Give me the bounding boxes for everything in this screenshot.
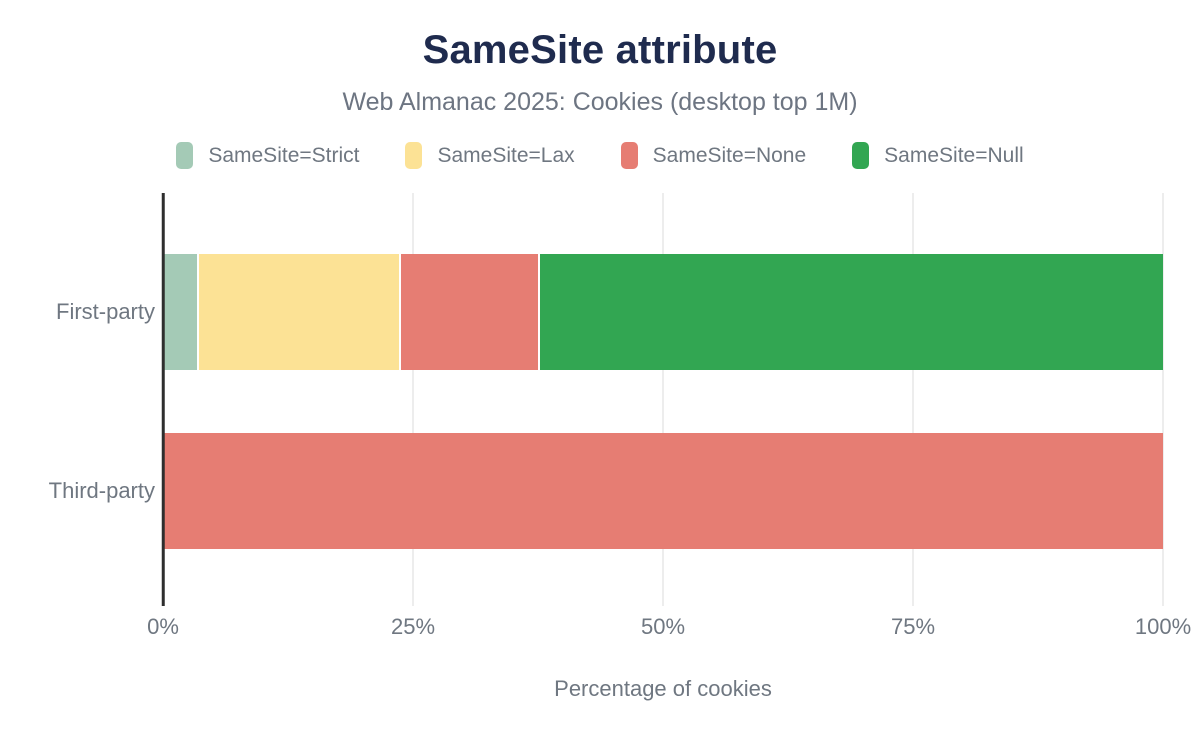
segment-first-party-samesite-null[interactable] [538, 254, 1163, 370]
x-axis-title: Percentage of cookies [554, 676, 772, 701]
x-tick-label-25: 25% [390, 614, 436, 639]
plot-area [161, 193, 1164, 606]
gridline-75 [912, 193, 914, 606]
x-tick-label-100: 100% [1134, 614, 1192, 639]
legend-item-samesite-lax[interactable]: SameSite=Lax [405, 142, 575, 169]
legend-swatch-icon [852, 142, 870, 169]
category-label-third-party: Third-party [48, 478, 155, 503]
legend-swatch-icon [405, 142, 423, 169]
x-tick-label-50: 50% [640, 614, 686, 639]
legend: SameSite=Strict SameSite=Lax SameSite=None… [0, 142, 1200, 169]
chart-title: SameSite attribute [422, 28, 778, 72]
legend-item-samesite-null[interactable]: SameSite=Null [852, 142, 1024, 169]
category-label-first-party: First-party [56, 299, 155, 324]
segment-third-party-samesite-none[interactable] [163, 433, 1163, 549]
chart-subtitle: Web Almanac 2025: Cookies (desktop top 1… [342, 88, 858, 116]
legend-item-samesite-none[interactable]: SameSite=None [620, 142, 807, 169]
legend-label: SameSite=Strict [208, 143, 360, 167]
legend-label: SameSite=Null [884, 143, 1024, 167]
legend-swatch-icon [176, 142, 194, 169]
legend-label: SameSite=Lax [437, 143, 575, 167]
legend-swatch-icon [620, 142, 638, 169]
y-axis-line [161, 193, 165, 606]
segment-first-party-samesite-strict[interactable] [163, 254, 197, 370]
gridline-25 [412, 193, 414, 606]
x-tick-label-0: 0% [147, 614, 179, 639]
bar-first-party [163, 254, 1163, 370]
legend-item-samesite-strict[interactable]: SameSite=Strict [176, 142, 359, 169]
x-tick-label-75: 75% [890, 614, 936, 639]
gridline-50 [662, 193, 664, 606]
legend-label: SameSite=None [652, 143, 807, 167]
segment-first-party-samesite-none[interactable] [399, 254, 538, 370]
gridline-100 [1162, 193, 1164, 606]
bar-third-party [163, 433, 1163, 549]
segment-first-party-samesite-lax[interactable] [197, 254, 399, 370]
